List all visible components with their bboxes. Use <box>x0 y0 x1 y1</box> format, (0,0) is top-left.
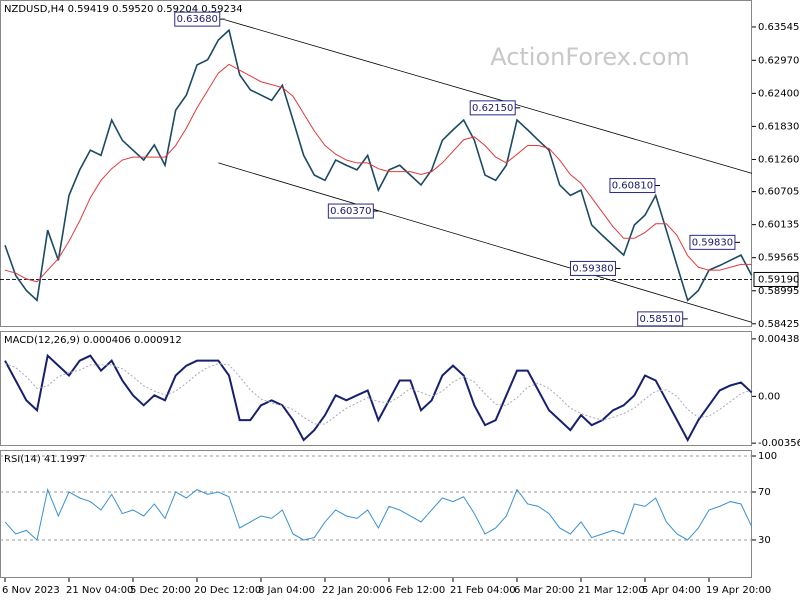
y-tick-label: 0.58995 <box>758 286 799 297</box>
y-tick-label: 0.60135 <box>758 220 799 231</box>
x-tick-label: 21 Nov 04:00 <box>66 585 133 596</box>
annotation-box <box>637 311 684 327</box>
y-tick-label: 0.58425 <box>758 319 799 330</box>
annotation-label: 0.63680 <box>177 14 218 25</box>
y-tick-label: 0.61830 <box>758 121 799 132</box>
annotation-label: 0.62150 <box>472 103 513 114</box>
x-tick-label: 5 Dec 20:00 <box>130 585 191 596</box>
annotation-label: 0.59830 <box>692 237 733 248</box>
x-tick-label: 21 Mar 12:00 <box>578 585 645 596</box>
y-tick-label: 0.00 <box>758 391 780 402</box>
annotation-box <box>569 260 616 276</box>
annotation-label: 0.60810 <box>612 181 653 192</box>
panel-frame <box>0 450 752 578</box>
y-tick-label: 0.59565 <box>758 253 799 264</box>
panel-title: RSI(14) 41.1997 <box>4 454 85 465</box>
annotation-box <box>174 11 221 27</box>
x-tick-label: 19 Apr 20:00 <box>706 585 771 596</box>
y-tick-label: 30 <box>758 535 771 546</box>
annotation-box <box>327 203 374 219</box>
y-tick-label: 0.61260 <box>758 154 799 165</box>
series-line <box>4 28 753 302</box>
panel-frame <box>0 0 752 327</box>
annotation-box <box>469 100 516 116</box>
panel-title: MACD(12,26,9) 0.000406 0.000912 <box>4 335 182 346</box>
y-tick-label: 0.62970 <box>758 55 799 66</box>
y-tick-label: 0.63545 <box>758 22 799 33</box>
series-line <box>4 353 753 443</box>
y-tick-label: 100 <box>758 451 777 462</box>
panel-frame <box>0 331 752 446</box>
annotation-label: 0.59380 <box>572 263 613 274</box>
y-tick-label: -0.003561 <box>758 438 800 449</box>
channel-line <box>224 19 753 174</box>
annotation-box <box>689 234 736 250</box>
panel-title: NZDUSD,H4 0.59419 0.59520 0.59204 0.5923… <box>4 4 243 15</box>
x-tick-label: 20 Dec 12:00 <box>194 585 261 596</box>
annotation-box <box>609 178 656 194</box>
x-tick-label: 6 Nov 2023 <box>2 585 60 596</box>
series-line <box>4 487 753 541</box>
y-tick-label: 70 <box>758 487 771 498</box>
channel-line <box>218 162 753 323</box>
x-tick-label: 6 Mar 20:00 <box>514 585 574 596</box>
watermark: ActionForex.com <box>490 43 690 71</box>
x-tick-label: 21 Feb 04:00 <box>450 585 516 596</box>
y-tick-label: 0.60705 <box>758 187 799 198</box>
annotation-label: 0.60370 <box>330 206 371 217</box>
series-line <box>4 363 752 425</box>
y-tick-label: 0.62400 <box>758 88 799 99</box>
x-tick-label: 6 Feb 12:00 <box>386 585 445 596</box>
annotation-label: 0.58510 <box>640 314 681 325</box>
x-tick-label: 8 Jan 04:00 <box>258 585 315 596</box>
x-tick-label: 22 Jan 20:00 <box>322 585 385 596</box>
y-tick-label: 0.00438 <box>758 334 799 345</box>
current-price-label: 0.59190 <box>758 274 799 285</box>
x-tick-label: 5 Apr 04:00 <box>642 585 701 596</box>
current-price-box <box>753 271 799 287</box>
series-line <box>4 63 752 283</box>
